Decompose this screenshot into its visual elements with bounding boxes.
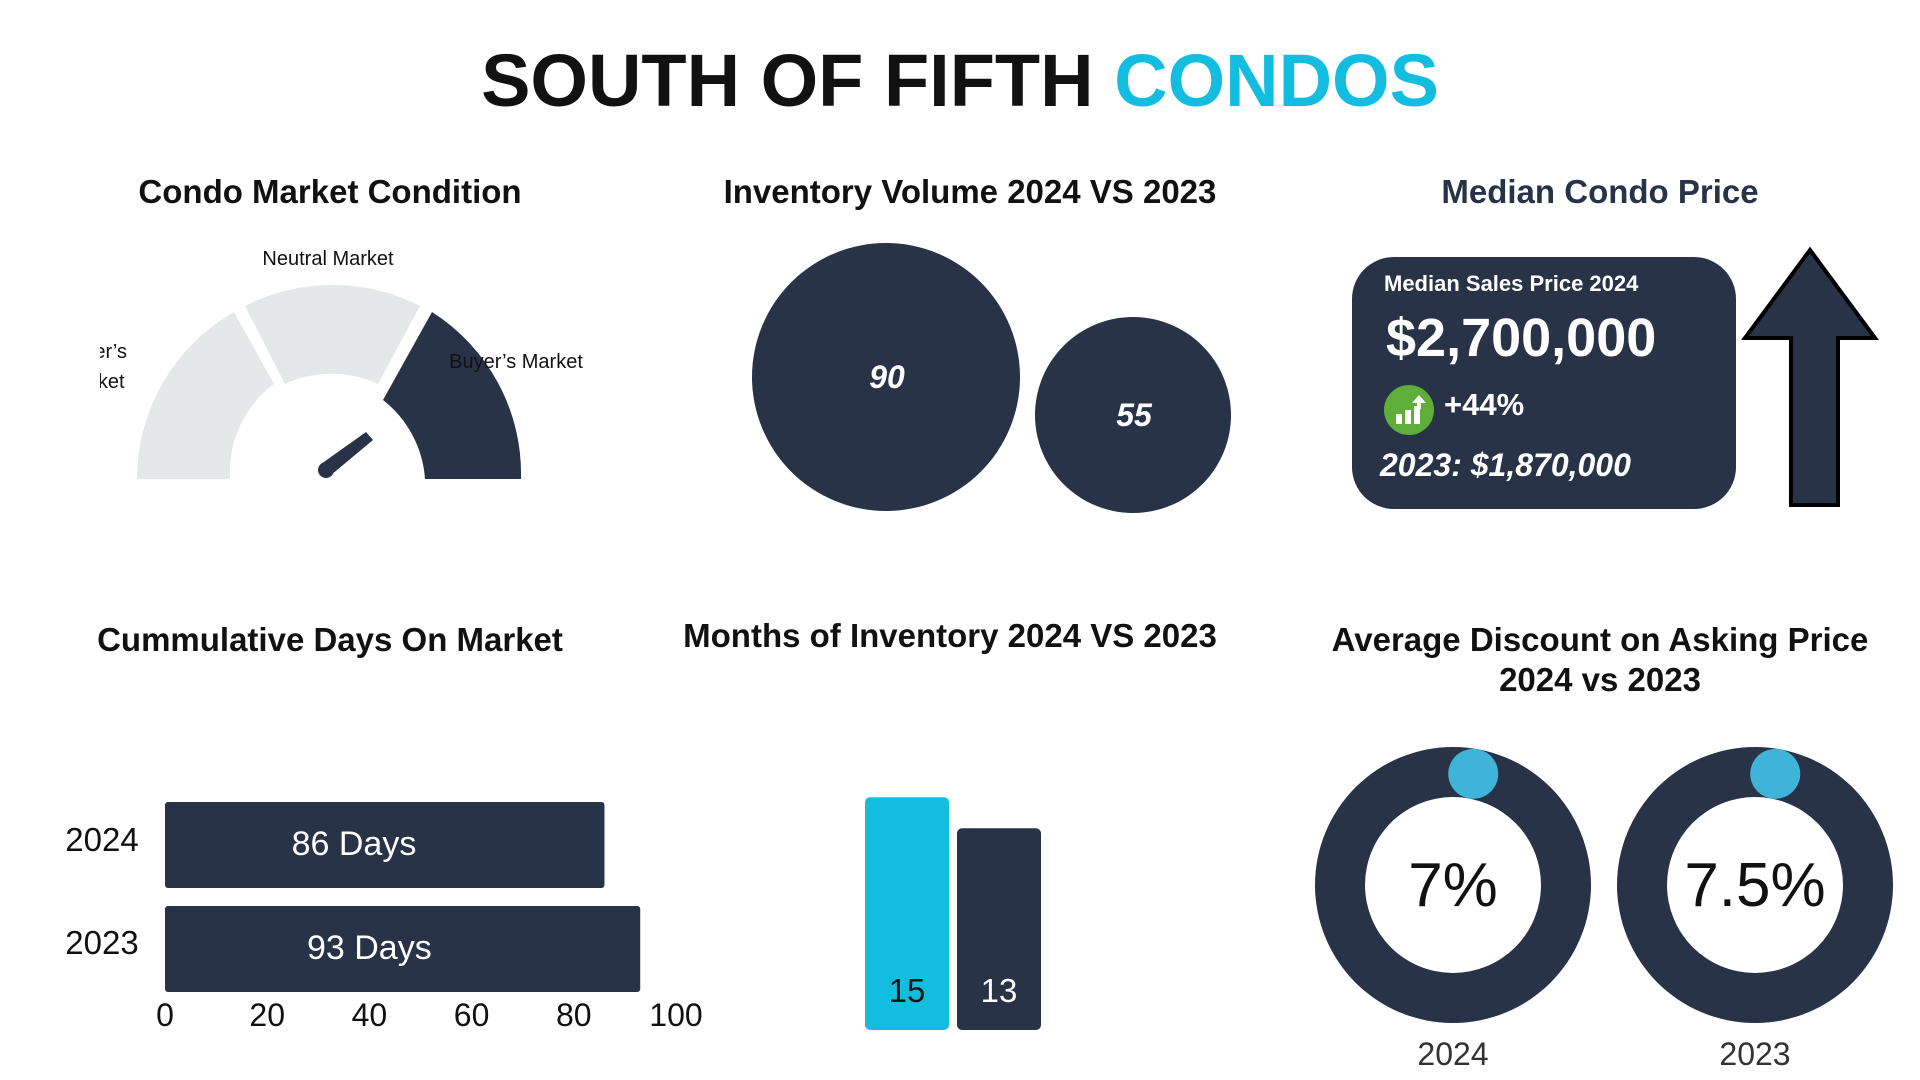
donut-hole-2023 — [1667, 797, 1843, 973]
moi-bar-2024 — [865, 797, 949, 1030]
dom-tick-60: 60 — [454, 997, 490, 1033]
discount-title-line2: 2024 vs 2023 — [1499, 661, 1701, 698]
gauge-segment-buyer — [383, 312, 522, 479]
page-title: SOUTH OF FIFTH CONDOS — [0, 36, 1920, 126]
median-price-title: Median Condo Price — [1441, 173, 1759, 210]
gauge-label-seller-1: Seller’s — [100, 341, 127, 363]
median-price-change: +44% — [1444, 387, 1525, 422]
gauge-label-seller-2: Market — [100, 371, 125, 393]
days-on-market-chart: 2024 2023 86 Days 93 Days 0 20 40 60 80 … — [65, 802, 703, 1033]
median-price-card: Median Sales Price 2024 $2,700,000 +44% … — [1352, 257, 1736, 509]
gauge-segment-seller — [136, 312, 274, 479]
donut-value-2023: 7.5% — [1684, 851, 1825, 920]
inventory-bubble-2023 — [1035, 317, 1231, 513]
moi-data-label-2023: 13 — [981, 972, 1018, 1009]
dom-tick-80: 80 — [556, 997, 592, 1033]
median-price-value: $2,700,000 — [1386, 308, 1657, 368]
dom-tick-20: 20 — [249, 997, 285, 1033]
dom-category-2024: 2024 — [65, 821, 138, 858]
gauge-label-neutral: Neutral Market — [262, 248, 394, 270]
inventory-value-2024: 90 — [869, 359, 905, 395]
days-on-market-title: Cummulative Days On Market — [97, 621, 563, 658]
gauge-needle-hub — [318, 462, 334, 478]
dom-category-2023: 2023 — [65, 924, 138, 961]
gauge-title: Condo Market Condition — [138, 173, 522, 210]
moi-data-label-2024: 15 — [889, 972, 926, 1009]
discount-donut-chart: 7% 2024 7.5% 2023 — [1315, 747, 1893, 1072]
donut-category-2023: 2023 — [1719, 1036, 1790, 1072]
up-arrow-icon — [1741, 246, 1879, 507]
months-inventory-chart: 15 13 — [865, 797, 1041, 1030]
dom-data-label-2024: 86 Days — [292, 825, 417, 863]
title-main: SOUTH OF FIFTH — [481, 39, 1094, 122]
moi-bar-2023 — [957, 828, 1041, 1030]
donut-marker-2023 — [1750, 748, 1801, 799]
donut-marker-2024 — [1448, 748, 1499, 799]
dom-bar-2024 — [165, 802, 605, 888]
bar-chart-up-icon — [1384, 385, 1434, 435]
donut-hole-2024 — [1365, 797, 1541, 973]
dom-tick-0: 0 — [156, 997, 174, 1033]
dom-data-label-2023: 93 Days — [307, 929, 432, 967]
gauge-segment-neutral — [245, 284, 420, 384]
dom-tick-40: 40 — [352, 997, 388, 1033]
inventory-value-2023: 55 — [1116, 397, 1153, 433]
months-inventory-title: Months of Inventory 2024 VS 2023 — [683, 617, 1217, 654]
dom-bar-2023 — [165, 906, 641, 992]
median-price-previous: 2023: $1,870,000 — [1380, 447, 1631, 483]
median-price-caption: Median Sales Price 2024 — [1384, 271, 1639, 296]
title-accent: CONDOS — [1114, 39, 1439, 122]
discount-title-line1: Average Discount on Asking Price — [1331, 621, 1869, 658]
dom-tick-100: 100 — [649, 997, 702, 1033]
inventory-volume-title: Inventory Volume 2024 VS 2023 — [723, 173, 1217, 210]
donut-value-2024: 7% — [1408, 851, 1498, 920]
market-condition-gauge: Neutral Market Seller’s Market Buyer’s M… — [100, 248, 583, 479]
donut-category-2024: 2024 — [1417, 1036, 1488, 1072]
inventory-bubble-2024 — [752, 243, 1020, 511]
gauge-needle — [321, 432, 373, 475]
gauge-label-buyer: Buyer’s Market — [449, 351, 583, 373]
discount-title: Average Discount on Asking Price 2024 vs… — [1300, 620, 1900, 700]
inventory-volume-bubbles: 90 55 — [752, 243, 1231, 513]
